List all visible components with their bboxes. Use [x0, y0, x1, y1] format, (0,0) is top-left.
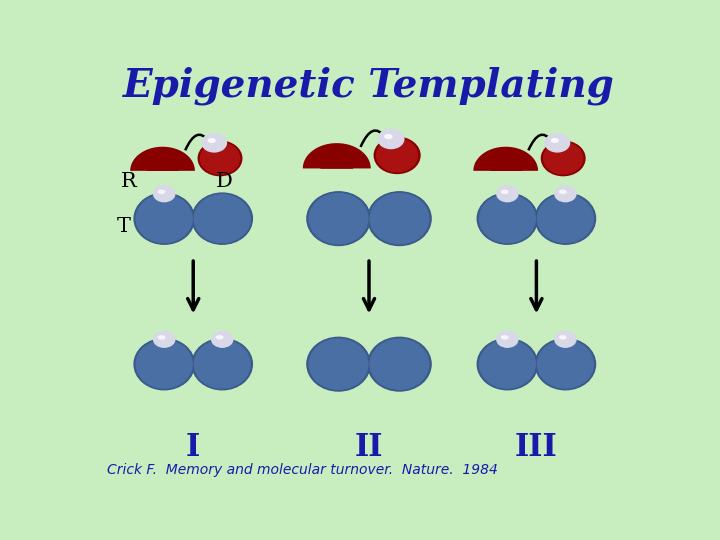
Ellipse shape: [158, 190, 165, 193]
Ellipse shape: [200, 143, 240, 174]
Ellipse shape: [136, 340, 192, 388]
Ellipse shape: [194, 195, 250, 242]
Ellipse shape: [535, 339, 595, 390]
Ellipse shape: [134, 193, 194, 244]
Polygon shape: [130, 147, 195, 171]
Circle shape: [378, 130, 404, 148]
Ellipse shape: [198, 141, 242, 176]
Ellipse shape: [368, 192, 431, 246]
Ellipse shape: [309, 339, 368, 389]
Ellipse shape: [538, 195, 593, 242]
Ellipse shape: [544, 143, 582, 174]
Text: R: R: [121, 172, 137, 191]
Ellipse shape: [370, 339, 429, 389]
Ellipse shape: [208, 139, 215, 143]
Ellipse shape: [134, 339, 194, 390]
Ellipse shape: [538, 340, 593, 388]
Circle shape: [202, 133, 226, 152]
Text: III: III: [515, 432, 558, 463]
Text: T: T: [117, 218, 130, 237]
Ellipse shape: [541, 141, 585, 176]
Circle shape: [153, 186, 175, 201]
Ellipse shape: [158, 336, 165, 339]
Ellipse shape: [377, 139, 418, 172]
Circle shape: [497, 332, 518, 347]
Circle shape: [555, 332, 576, 347]
Ellipse shape: [480, 195, 535, 242]
Ellipse shape: [307, 338, 370, 391]
Ellipse shape: [535, 193, 595, 244]
Circle shape: [555, 186, 576, 201]
Circle shape: [497, 186, 518, 201]
Ellipse shape: [136, 195, 192, 242]
Ellipse shape: [477, 339, 538, 390]
Ellipse shape: [552, 139, 558, 143]
Text: Crick F.  Memory and molecular turnover.  Nature.  1984: Crick F. Memory and molecular turnover. …: [107, 463, 498, 477]
Ellipse shape: [385, 134, 392, 138]
Ellipse shape: [502, 190, 508, 193]
Ellipse shape: [309, 193, 368, 244]
Ellipse shape: [374, 137, 420, 173]
Ellipse shape: [192, 339, 253, 390]
Ellipse shape: [194, 340, 250, 388]
Polygon shape: [303, 143, 371, 168]
Ellipse shape: [559, 190, 566, 193]
Ellipse shape: [217, 336, 222, 339]
Ellipse shape: [559, 336, 566, 339]
Ellipse shape: [307, 192, 370, 246]
Circle shape: [545, 133, 570, 152]
Ellipse shape: [480, 340, 535, 388]
Ellipse shape: [502, 336, 508, 339]
Polygon shape: [473, 147, 538, 171]
Circle shape: [212, 332, 233, 347]
Text: II: II: [355, 432, 383, 463]
Ellipse shape: [477, 193, 538, 244]
Ellipse shape: [370, 193, 429, 244]
Ellipse shape: [192, 193, 253, 244]
Ellipse shape: [368, 338, 431, 391]
Text: Epigenetic Templating: Epigenetic Templating: [123, 66, 615, 105]
Text: D: D: [215, 172, 233, 191]
Circle shape: [153, 332, 175, 347]
Text: I: I: [186, 432, 200, 463]
